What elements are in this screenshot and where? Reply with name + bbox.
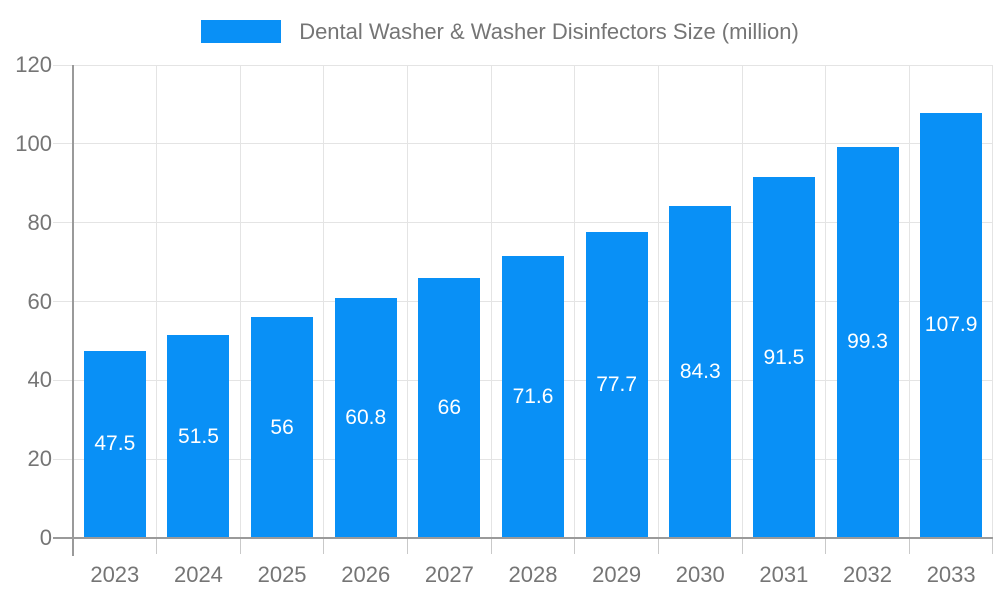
bar-2026[interactable] (334, 298, 397, 538)
y-axis-tick-label: 0 (39, 525, 52, 550)
bar-value-label: 84.3 (679, 359, 721, 383)
bar-value-label: 56 (270, 415, 294, 439)
bar-2033[interactable] (920, 112, 983, 538)
bar-value-label: 71.6 (512, 384, 554, 408)
bar-2029[interactable] (585, 231, 648, 538)
x-axis-tick-label: 2025 (257, 562, 307, 587)
x-axis-tick (991, 538, 993, 554)
category-gridline (825, 65, 827, 538)
category-gridline (156, 65, 158, 538)
y-axis-tick-label: 100 (15, 130, 52, 156)
category-gridline (407, 65, 409, 538)
y-gridline (53, 143, 993, 145)
category-gridline (741, 65, 743, 538)
x-axis-line (53, 537, 993, 539)
bar-value-label: 47.5 (94, 432, 136, 456)
x-axis-tick (741, 538, 743, 554)
category-gridline (991, 65, 993, 538)
x-axis-tick (490, 538, 492, 554)
y-axis-tick-label: 20 (27, 446, 52, 472)
category-gridline (323, 65, 325, 538)
y-axis-line (72, 65, 74, 556)
legend-swatch-icon (201, 20, 282, 43)
bar-2027[interactable] (418, 277, 481, 538)
x-axis-tick-label: 2028 (508, 562, 558, 587)
x-axis-tick (407, 538, 409, 554)
x-axis-tick-label: 2029 (592, 562, 642, 587)
x-axis-tick-label: 2030 (675, 562, 725, 587)
x-axis-tick-label: 2024 (173, 562, 223, 587)
category-gridline (490, 65, 492, 538)
x-axis-tick-label: 2023 (90, 562, 140, 587)
bar-value-label: 107.9 (924, 313, 978, 337)
category-gridline (239, 65, 241, 538)
x-axis-tick (825, 538, 827, 554)
x-axis-tick-label: 2033 (926, 562, 976, 587)
x-axis-tick-label: 2032 (843, 562, 892, 587)
bar-2024[interactable] (167, 335, 230, 538)
bar-2028[interactable] (502, 255, 564, 538)
y-axis-tick-label: 120 (15, 52, 52, 77)
category-gridline (908, 65, 910, 538)
category-gridline (574, 65, 576, 538)
bar-value-label: 91.5 (763, 345, 805, 369)
bar-value-label: 51.5 (178, 424, 219, 448)
x-axis-tick-label: 2026 (341, 562, 391, 587)
x-axis-tick (323, 538, 325, 554)
category-gridline (657, 65, 659, 538)
bar-value-label: 99.3 (847, 330, 888, 354)
x-axis-tick (574, 538, 576, 554)
bar-value-label: 77.7 (596, 372, 638, 396)
bar-2023[interactable] (83, 350, 146, 538)
y-axis-tick-label: 60 (27, 288, 52, 314)
y-axis-tick-label: 40 (27, 367, 52, 393)
bar-2025[interactable] (251, 317, 314, 538)
y-axis-tick-label: 80 (27, 209, 52, 235)
x-axis-tick (908, 538, 910, 554)
bar-value-label: 60.8 (345, 406, 387, 430)
x-axis-tick-label: 2027 (424, 562, 474, 587)
y-gridline (53, 222, 993, 224)
x-axis-tick (239, 538, 241, 554)
legend[interactable]: Dental Washer & Washer Disinfectors Size… (0, 19, 1000, 44)
bar-2031[interactable] (752, 177, 815, 538)
x-axis-tick (657, 538, 659, 554)
bar-value-label: 66 (437, 395, 462, 419)
x-axis-tick (156, 538, 158, 554)
x-axis-tick-label: 2031 (759, 562, 809, 587)
y-gridline (53, 64, 993, 66)
bar-2032[interactable] (836, 146, 899, 538)
bar-2030[interactable] (669, 205, 732, 538)
legend-label: Dental Washer & Washer Disinfectors Size… (299, 19, 799, 44)
